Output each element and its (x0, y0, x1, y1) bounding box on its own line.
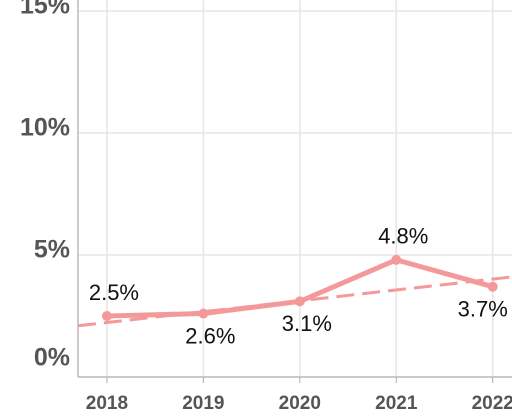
point (487, 281, 498, 292)
x-tick-label: 2021 (375, 393, 418, 414)
y-tick-label: 5% (34, 236, 70, 264)
data-label: 2.5% (89, 280, 139, 305)
trend-line (77, 275, 512, 328)
y-tick-label: 10% (20, 114, 70, 142)
point (391, 254, 402, 265)
x-tick-label: 2022 (472, 393, 512, 414)
x-tick-label: 2019 (182, 393, 224, 414)
x-tick-label: 2018 (86, 393, 128, 414)
data-label: 2.6% (185, 323, 235, 348)
y-tick-label: 15% (20, 0, 70, 20)
point (101, 311, 112, 321)
y-tick-label: 0% (34, 344, 70, 372)
data-label: 3.1% (282, 311, 332, 336)
data-label: 3.7% (458, 297, 508, 322)
point (198, 308, 209, 319)
x-tick-label: 2020 (279, 393, 321, 414)
data-label: 4.8% (378, 224, 428, 249)
